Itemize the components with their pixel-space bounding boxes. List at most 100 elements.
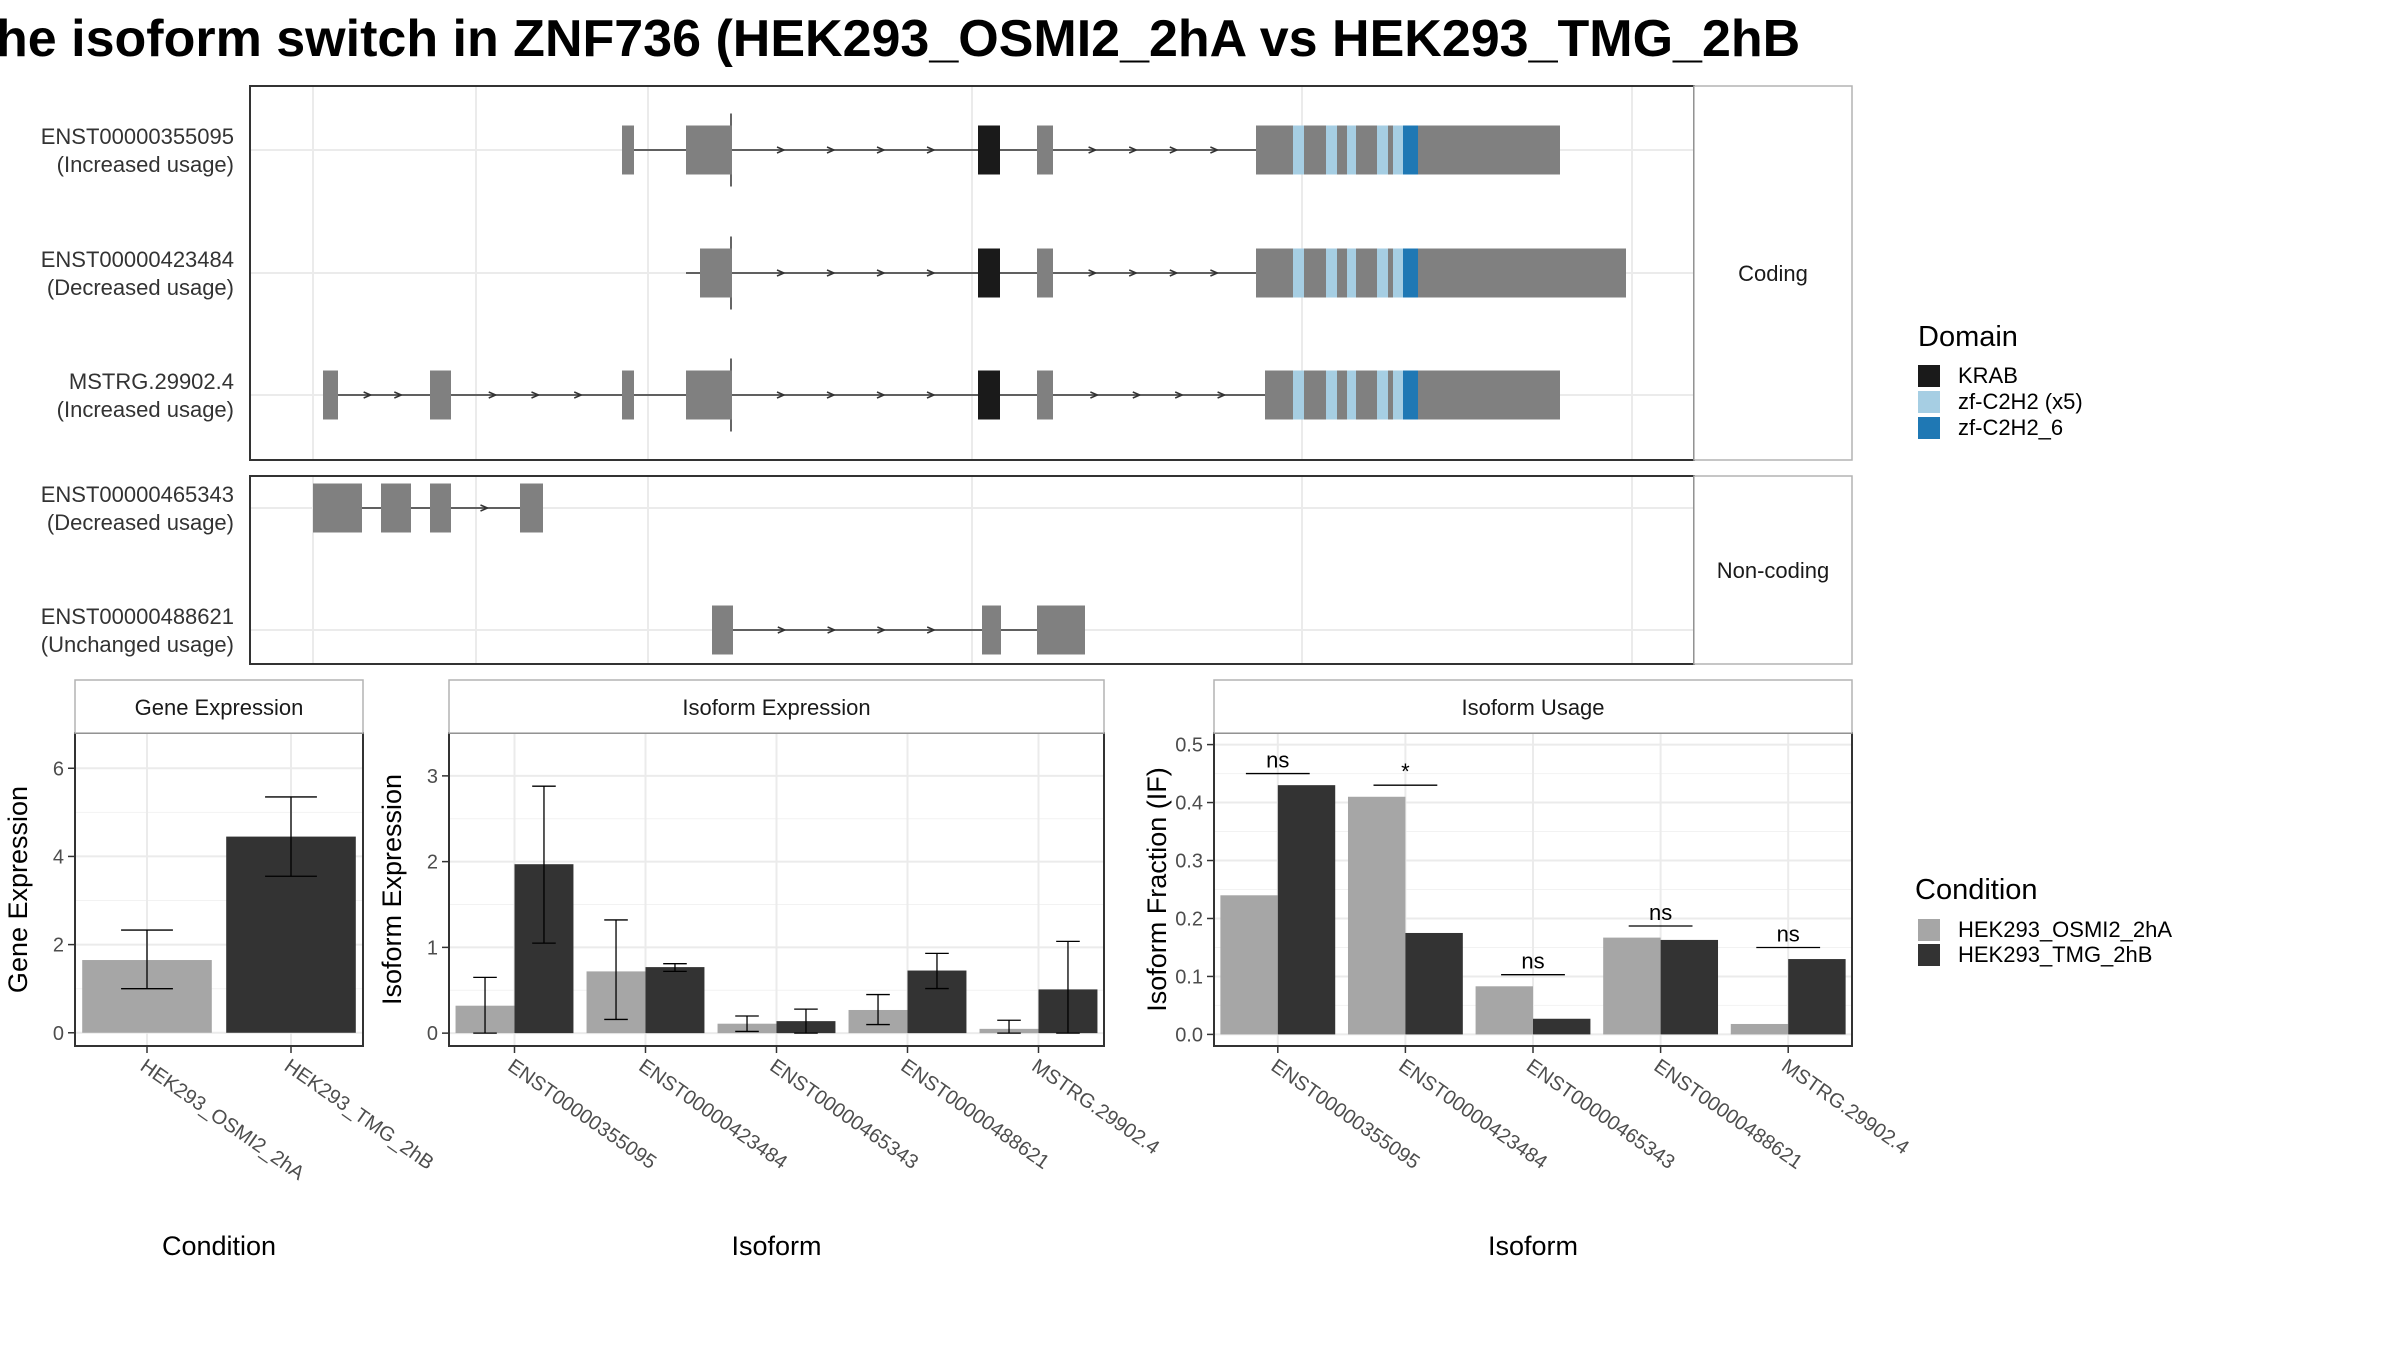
protein-domain-block bbox=[1347, 370, 1356, 420]
y-tick-label: 0.0 bbox=[1175, 1024, 1203, 1046]
protein-domain-block bbox=[982, 125, 1000, 175]
y-tick-label: 3 bbox=[427, 766, 438, 788]
intron-direction-arrow bbox=[826, 269, 836, 277]
x-tick-label: HEK293_TMG_2hB bbox=[280, 1055, 437, 1174]
y-tick-label: 0.3 bbox=[1175, 851, 1203, 873]
facet-strip bbox=[1693, 85, 1853, 461]
legend-label: HEK293_TMG_2hB bbox=[1958, 942, 2152, 967]
exon-block bbox=[1037, 248, 1053, 298]
protein-domain-block bbox=[1293, 370, 1304, 420]
panel-strip bbox=[1213, 679, 1853, 734]
exon-block bbox=[982, 605, 1001, 655]
panel-strip-title: Isoform Usage bbox=[1461, 695, 1604, 720]
facet-non-coding: Non-coding bbox=[249, 475, 1853, 665]
legend-swatch bbox=[1918, 944, 1940, 966]
intron-direction-arrow bbox=[531, 391, 541, 399]
exon-block bbox=[622, 125, 634, 175]
transcript-label-line: ENST00000465343 bbox=[41, 482, 234, 507]
panel-strip-title: Isoform Expression bbox=[682, 695, 870, 720]
significance-label: ns bbox=[1777, 921, 1800, 946]
protein-domain-block bbox=[978, 125, 982, 175]
intron-direction-arrow bbox=[1088, 146, 1098, 154]
legend-swatch bbox=[1918, 417, 1940, 439]
facet-coding: Coding bbox=[249, 85, 1853, 461]
intron-direction-arrow bbox=[776, 146, 786, 154]
x-tick-label: MSTRG.29902.4 bbox=[1777, 1055, 1913, 1159]
transcript-label-line: (Unchanged usage) bbox=[41, 632, 234, 657]
bar bbox=[645, 967, 705, 1034]
protein-domain-block bbox=[1377, 370, 1388, 420]
intron-direction-arrow bbox=[1210, 269, 1220, 277]
bar bbox=[1660, 939, 1719, 1035]
facet-strip-label: Coding bbox=[1738, 261, 1808, 286]
bar bbox=[1347, 796, 1406, 1035]
legend-title: Domain bbox=[1918, 321, 2018, 353]
intron-direction-arrow bbox=[776, 269, 786, 277]
intron-direction-arrow bbox=[926, 391, 936, 399]
bar bbox=[1603, 937, 1661, 1035]
intron-direction-arrow bbox=[827, 626, 837, 634]
intron-direction-arrow bbox=[394, 391, 404, 399]
exon-block bbox=[700, 248, 732, 298]
protein-domain-block bbox=[1403, 248, 1418, 298]
y-tick-label: 0.1 bbox=[1175, 966, 1203, 988]
intron-direction-arrow bbox=[1217, 391, 1227, 399]
exon-block bbox=[712, 605, 733, 655]
intron-direction-arrow bbox=[488, 391, 498, 399]
transcript-model bbox=[622, 113, 1560, 187]
protein-domain-block bbox=[1347, 248, 1356, 298]
facet-strip-label: Non-coding bbox=[1717, 558, 1830, 583]
exon-block bbox=[622, 370, 634, 420]
y-tick-label: 0.4 bbox=[1175, 793, 1203, 815]
transcript-label: ENST00000423484 (Decreased usage) bbox=[41, 247, 234, 300]
y-tick-label: 6 bbox=[53, 758, 64, 780]
x-axis-title: Isoform bbox=[731, 1231, 821, 1261]
protein-domain-block bbox=[982, 248, 1000, 298]
x-tick-label: MSTRG.29902.4 bbox=[1028, 1055, 1164, 1159]
panel-strip-title: Gene Expression bbox=[135, 695, 304, 720]
transcript-label-line: (Increased usage) bbox=[57, 152, 234, 177]
exon-block bbox=[686, 125, 732, 175]
legend-swatch bbox=[1918, 919, 1940, 941]
protein-domain-block bbox=[1393, 248, 1403, 298]
transcript-label-line: ENST00000488621 bbox=[41, 604, 234, 629]
intron-direction-arrow bbox=[480, 504, 490, 512]
protein-domain-block bbox=[1377, 125, 1388, 175]
exon-block bbox=[1414, 125, 1560, 175]
intron-direction-arrow bbox=[826, 146, 836, 154]
transcript-label-line: ENST00000355095 bbox=[41, 124, 234, 149]
exon-block bbox=[313, 483, 362, 533]
intron-direction-arrow bbox=[1128, 269, 1139, 277]
transcript-label-line: (Decreased usage) bbox=[47, 275, 234, 300]
protein-domain-block bbox=[1393, 125, 1403, 175]
exon-block bbox=[1414, 248, 1626, 298]
bar-chart-isoform-usage: 0.0 0.1 0.2 0.3 0.4 0.5 ns * ns ns ns Isoform Usage… bbox=[1142, 679, 1913, 1261]
intron-direction-arrow bbox=[1210, 146, 1220, 154]
y-tick-label: 1 bbox=[427, 937, 438, 959]
transcript-label-line: MSTRG.29902.4 bbox=[69, 369, 234, 394]
intron-direction-arrow bbox=[876, 269, 886, 277]
significance-label: ns bbox=[1266, 748, 1289, 773]
protein-domain-block bbox=[1326, 125, 1337, 175]
intron-direction-arrow bbox=[1174, 391, 1185, 399]
protein-domain-block bbox=[978, 370, 982, 420]
transcript-model bbox=[686, 236, 1626, 310]
y-tick-label: 0.5 bbox=[1175, 735, 1203, 757]
y-tick-label: 4 bbox=[53, 846, 64, 868]
intron-direction-arrow bbox=[1169, 146, 1179, 154]
intron-direction-arrow bbox=[926, 626, 937, 634]
protein-domain-block bbox=[1326, 248, 1337, 298]
intron-direction-arrow bbox=[826, 391, 836, 399]
intron-direction-arrow bbox=[877, 626, 887, 634]
bar bbox=[1405, 932, 1463, 1035]
exon-block bbox=[323, 370, 338, 420]
intron-direction-arrow bbox=[776, 391, 786, 399]
x-axis-title: Condition bbox=[162, 1231, 276, 1261]
transcript-label: ENST00000355095 (Increased usage) bbox=[41, 124, 234, 177]
intron-direction-arrow bbox=[1132, 391, 1142, 399]
transcript-label: ENST00000488621 (Unchanged usage) bbox=[41, 604, 234, 657]
